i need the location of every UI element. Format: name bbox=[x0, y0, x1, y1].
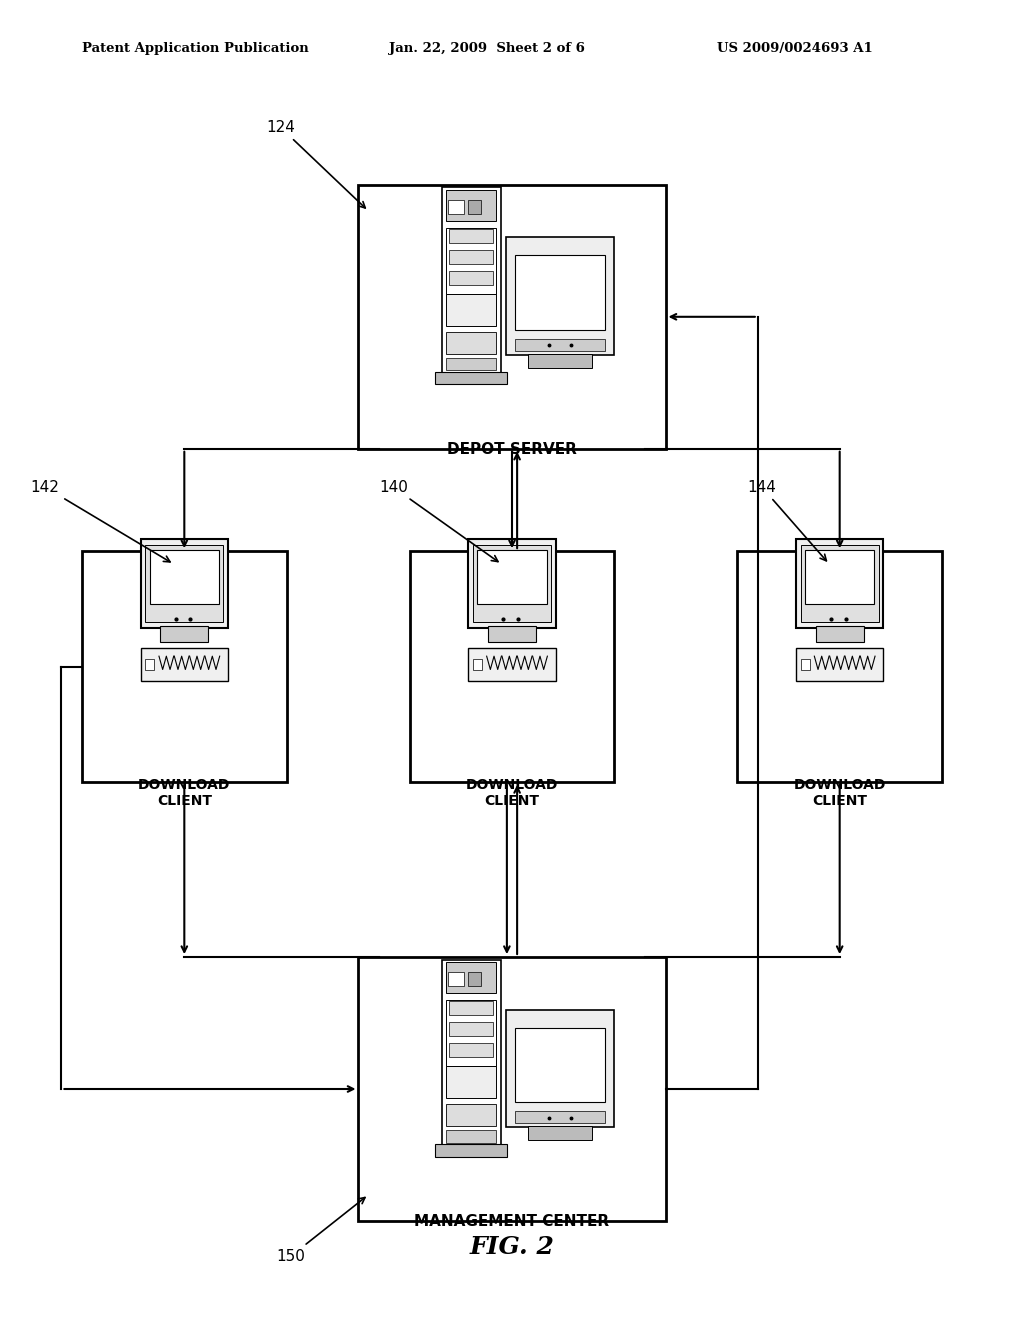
Bar bbox=[796, 539, 884, 628]
Bar bbox=[515, 1027, 605, 1102]
Bar bbox=[450, 230, 494, 243]
Bar bbox=[450, 249, 494, 264]
Bar bbox=[515, 255, 605, 330]
Bar bbox=[506, 1010, 613, 1127]
Bar bbox=[145, 659, 155, 671]
Bar bbox=[445, 1104, 497, 1126]
Bar bbox=[477, 550, 547, 605]
Bar bbox=[450, 1002, 494, 1015]
Text: Jan. 22, 2009  Sheet 2 of 6: Jan. 22, 2009 Sheet 2 of 6 bbox=[389, 42, 585, 55]
Bar bbox=[445, 999, 497, 1067]
Bar bbox=[445, 358, 497, 371]
Bar bbox=[441, 187, 501, 375]
Bar bbox=[515, 338, 605, 351]
Bar bbox=[527, 354, 592, 368]
Bar bbox=[445, 190, 497, 220]
Bar bbox=[358, 185, 666, 449]
Bar bbox=[527, 1126, 592, 1140]
Text: DOWNLOAD
CLIENT: DOWNLOAD CLIENT bbox=[138, 777, 230, 808]
Bar bbox=[150, 550, 219, 605]
Bar bbox=[445, 1067, 497, 1098]
Bar bbox=[145, 545, 223, 622]
Bar bbox=[445, 227, 497, 294]
Text: Patent Application Publication: Patent Application Publication bbox=[82, 42, 308, 55]
Text: 150: 150 bbox=[276, 1197, 365, 1263]
Bar bbox=[796, 648, 884, 681]
Bar bbox=[737, 552, 942, 781]
Bar bbox=[160, 627, 209, 642]
Bar bbox=[468, 648, 556, 681]
Bar bbox=[805, 550, 874, 605]
Bar bbox=[82, 552, 287, 781]
Bar bbox=[449, 972, 464, 986]
Bar bbox=[515, 1110, 605, 1123]
Bar bbox=[473, 659, 482, 671]
Text: 144: 144 bbox=[748, 479, 826, 561]
Text: 124: 124 bbox=[266, 120, 366, 209]
Text: MANAGEMENT CENTER: MANAGEMENT CENTER bbox=[415, 1214, 609, 1229]
Bar bbox=[801, 659, 810, 671]
Text: 142: 142 bbox=[31, 479, 170, 562]
Text: DOWNLOAD
CLIENT: DOWNLOAD CLIENT bbox=[794, 777, 886, 808]
Bar bbox=[445, 294, 497, 326]
Bar bbox=[140, 539, 228, 628]
Text: DOWNLOAD
CLIENT: DOWNLOAD CLIENT bbox=[466, 777, 558, 808]
Bar bbox=[435, 372, 507, 384]
Text: FIG. 2: FIG. 2 bbox=[470, 1236, 554, 1259]
Bar bbox=[445, 1130, 497, 1143]
Bar bbox=[801, 545, 879, 622]
Bar bbox=[445, 962, 497, 993]
Bar bbox=[487, 627, 537, 642]
Bar bbox=[469, 199, 481, 214]
Bar bbox=[449, 199, 464, 214]
Bar bbox=[441, 960, 501, 1147]
Bar bbox=[450, 1022, 494, 1036]
Bar bbox=[450, 271, 494, 285]
Text: US 2009/0024693 A1: US 2009/0024693 A1 bbox=[717, 42, 872, 55]
Bar bbox=[358, 957, 666, 1221]
Bar bbox=[473, 545, 551, 622]
Bar bbox=[450, 1043, 494, 1057]
Bar bbox=[435, 1144, 507, 1156]
Text: 140: 140 bbox=[379, 479, 498, 561]
Bar bbox=[140, 648, 228, 681]
Bar bbox=[410, 552, 614, 781]
Bar bbox=[469, 972, 481, 986]
Text: DEPOT SERVER: DEPOT SERVER bbox=[447, 442, 577, 457]
Bar bbox=[445, 331, 497, 354]
Bar bbox=[815, 627, 864, 642]
Bar bbox=[506, 238, 613, 355]
Bar bbox=[468, 539, 556, 628]
